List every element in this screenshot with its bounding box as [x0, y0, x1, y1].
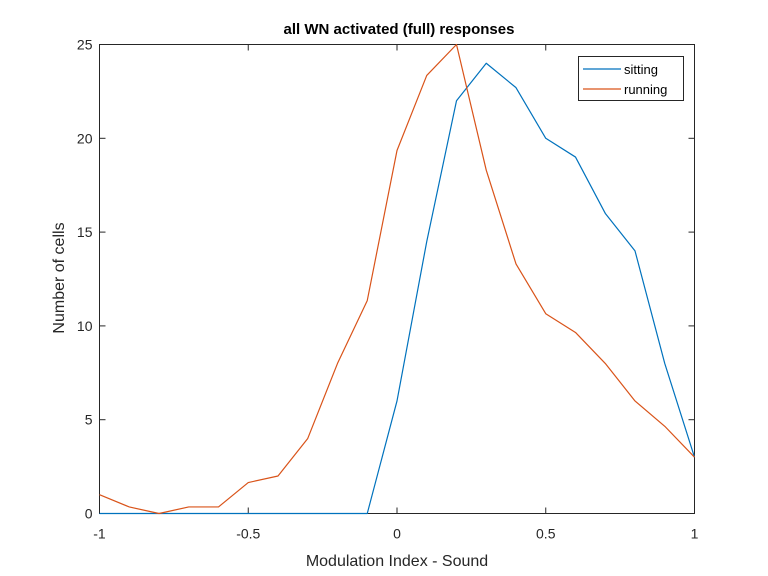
legend-box [578, 56, 684, 101]
y-tick-label: 20 [77, 130, 93, 146]
x-axis-ticks: -1 -0.5 0 0.5 1 [93, 44, 699, 542]
chart-title: all WN activated (full) responses [284, 21, 515, 38]
x-tick-label: -1 [93, 526, 106, 542]
x-tick-label: 0.5 [536, 526, 556, 542]
y-tick-label: 5 [85, 412, 93, 428]
y-axis-label: Number of cells [51, 222, 68, 333]
x-tick-label: 0 [393, 526, 401, 542]
y-tick-label: 15 [77, 224, 93, 240]
y-tick-label: 10 [77, 318, 93, 334]
x-tick-label: -0.5 [236, 526, 260, 542]
legend-label-sitting: sitting [624, 62, 658, 77]
plot-area [99, 44, 695, 514]
legend: sitting running [578, 56, 684, 101]
legend-label-running: running [624, 82, 667, 97]
x-tick-label: 1 [691, 526, 699, 542]
x-axis-label: Modulation Index - Sound [306, 553, 488, 570]
y-tick-label: 25 [77, 37, 93, 53]
series-lines [99, 43, 696, 515]
series-line-sitting [99, 62, 696, 515]
series-line-running [99, 43, 695, 515]
y-axis-ticks: 0 5 10 15 20 25 [77, 37, 695, 522]
y-tick-label: 0 [85, 506, 93, 522]
